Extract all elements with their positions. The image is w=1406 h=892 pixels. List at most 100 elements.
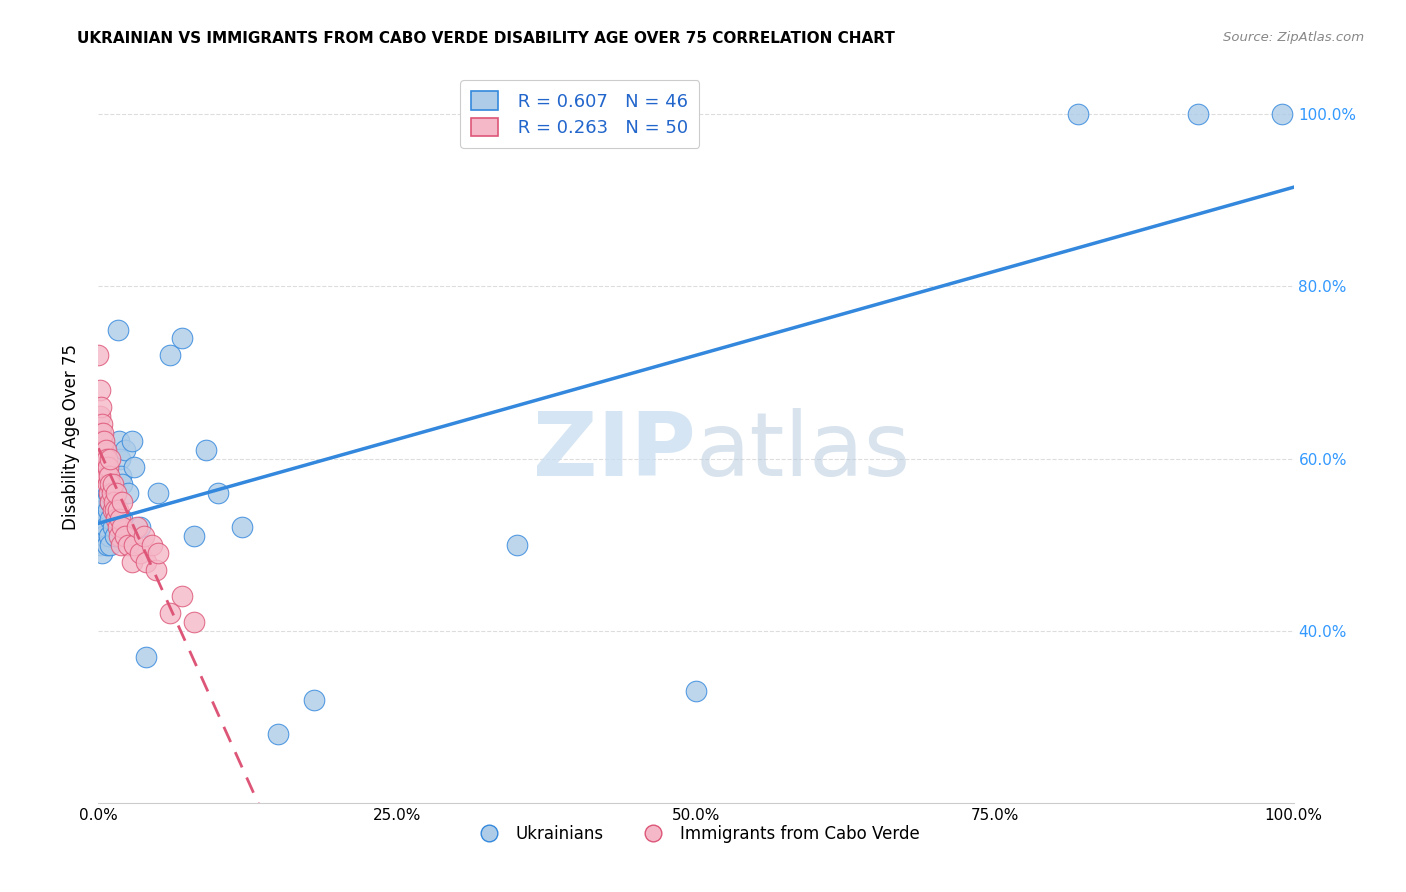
Point (97, 477, 120, 491)
Point (94, 442, 117, 457)
Point (97, 486, 120, 500)
Point (91, 425, 114, 440)
Point (117, 538, 139, 552)
Point (93, 434, 115, 449)
Point (111, 520, 134, 534)
Text: atlas: atlas (696, 409, 911, 495)
Point (93, 451, 115, 466)
Point (105, 512, 128, 526)
Point (107, 529, 129, 543)
Point (89, 538, 111, 552)
Point (129, 546, 152, 560)
Point (98, 494, 122, 508)
Point (98, 477, 122, 491)
Point (114, 529, 136, 543)
Point (172, 331, 194, 345)
Point (132, 529, 155, 543)
Point (125, 520, 148, 534)
Point (105, 503, 128, 517)
Point (124, 538, 146, 552)
Legend: Ukrainians, Immigrants from Cabo Verde: Ukrainians, Immigrants from Cabo Verde (465, 818, 927, 849)
Point (183, 615, 205, 629)
Point (98, 494, 122, 508)
Point (302, 692, 325, 706)
Point (145, 564, 167, 578)
Point (96, 538, 118, 552)
Point (94, 520, 117, 534)
Point (87, 529, 110, 543)
Text: ZIP: ZIP (533, 409, 696, 495)
Point (90, 425, 112, 440)
Point (91, 546, 114, 560)
Point (105, 486, 128, 500)
Point (90, 520, 112, 534)
Point (96, 468, 118, 483)
Point (89, 383, 111, 397)
Point (103, 494, 125, 508)
Point (114, 442, 136, 457)
Point (1271, 107, 1294, 121)
Point (91, 434, 114, 449)
Y-axis label: Disability Age Over 75: Disability Age Over 75 (62, 344, 80, 530)
Point (231, 520, 253, 534)
Point (129, 520, 152, 534)
Point (98, 451, 122, 466)
Point (121, 434, 143, 449)
Point (105, 486, 128, 500)
Point (98, 512, 122, 526)
Point (96, 451, 118, 466)
Point (110, 468, 132, 483)
Point (135, 555, 157, 569)
Point (98, 538, 122, 552)
Text: UKRAINIAN VS IMMIGRANTS FROM CABO VERDE DISABILITY AGE OVER 75 CORRELATION CHART: UKRAINIAN VS IMMIGRANTS FROM CABO VERDE … (77, 31, 896, 46)
Point (100, 486, 122, 500)
Point (183, 529, 205, 543)
Point (97, 503, 120, 517)
Point (107, 434, 129, 449)
Point (207, 486, 229, 500)
Point (101, 520, 124, 534)
Point (98, 468, 121, 483)
Point (107, 322, 129, 336)
Point (159, 348, 181, 362)
Text: Source: ZipAtlas.com: Source: ZipAtlas.com (1223, 31, 1364, 45)
Point (104, 503, 127, 517)
Point (172, 589, 194, 603)
Point (159, 607, 181, 621)
Point (111, 494, 134, 508)
Point (141, 538, 163, 552)
Point (91, 417, 114, 432)
Point (107, 520, 129, 534)
Point (1067, 107, 1090, 121)
Point (135, 649, 157, 664)
Point (111, 477, 134, 491)
Point (93, 529, 115, 543)
Point (98, 486, 121, 500)
Point (110, 538, 132, 552)
Point (111, 512, 134, 526)
Point (104, 529, 127, 543)
Point (108, 451, 131, 466)
Point (87, 348, 110, 362)
Point (124, 460, 146, 475)
Point (94, 460, 117, 475)
Point (101, 477, 124, 491)
Point (91, 503, 114, 517)
Point (506, 538, 529, 552)
Point (148, 486, 170, 500)
Point (90, 400, 112, 414)
Point (108, 512, 131, 526)
Point (98, 529, 121, 543)
Point (148, 546, 170, 560)
Point (91, 442, 114, 457)
Point (121, 555, 143, 569)
Point (685, 684, 707, 698)
Point (93, 494, 115, 508)
Point (1187, 107, 1209, 121)
Point (117, 486, 139, 500)
Point (195, 442, 218, 457)
Point (97, 460, 120, 475)
Point (267, 727, 290, 741)
Point (101, 503, 124, 517)
Point (91, 512, 114, 526)
